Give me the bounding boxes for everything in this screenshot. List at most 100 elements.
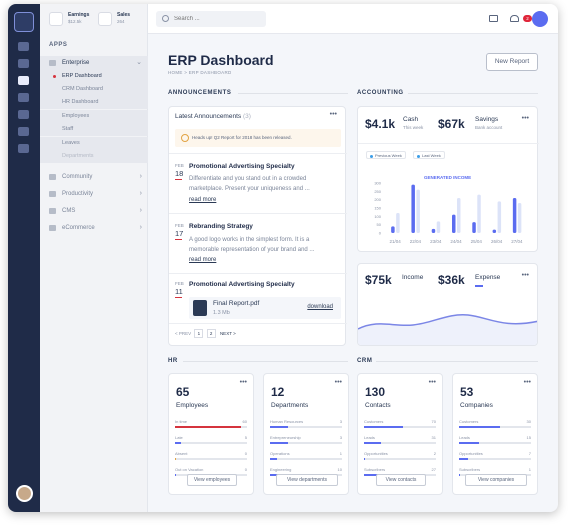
more-options-icon[interactable]: ••• [329, 111, 337, 118]
nav-item-crm-dashboard[interactable]: CRM Dashboard [40, 83, 148, 96]
announcements-title: Latest Announcements [175, 113, 242, 120]
bar-previous-week[interactable] [452, 214, 456, 233]
announcement-title[interactable]: Promotional Advertising Specialty [189, 281, 295, 288]
divider [169, 323, 347, 324]
new-report-button[interactable]: New Report [486, 53, 538, 71]
bar-previous-week[interactable] [431, 228, 436, 233]
divider [169, 273, 347, 274]
sales-value: 264 [117, 19, 125, 24]
apps-grid-icon[interactable] [18, 76, 29, 85]
nav-group-enterprise[interactable]: Enterprise ⌄ [40, 56, 148, 70]
savings-sub: Bank account [475, 125, 503, 130]
progress-track [459, 458, 531, 460]
income-area-chart [358, 314, 537, 345]
bar-previous-week[interactable] [411, 184, 415, 233]
nav-item-leaves[interactable]: Leaves [40, 137, 148, 150]
bar-last-week[interactable] [457, 198, 461, 233]
bar-previous-week[interactable] [492, 229, 497, 233]
legend-dot [417, 154, 420, 158]
community-icon [49, 174, 56, 180]
bar-last-week[interactable] [396, 213, 400, 233]
more-options-icon[interactable]: ••• [428, 379, 436, 386]
legend-previous-week[interactable]: Previous Week [366, 151, 406, 159]
row-value: 27 [431, 467, 436, 472]
y-tick-label: 0 [379, 231, 382, 236]
income-value: $75k [365, 273, 392, 287]
nav-group-ecommerce[interactable]: eCommerce › [40, 221, 148, 235]
row-value: 70 [431, 419, 436, 424]
more-options-icon[interactable]: ••• [334, 379, 342, 386]
view-button[interactable]: View contacts [376, 474, 426, 486]
row-label: Entrepreneurship [270, 435, 301, 440]
expense-label: Expense [475, 274, 501, 281]
more-options-icon[interactable]: ••• [239, 379, 247, 386]
more-options-icon[interactable]: ••• [521, 115, 529, 122]
progress-fill [364, 458, 366, 460]
savings-label: Savings [475, 116, 499, 123]
read-more-link[interactable]: read more [189, 197, 217, 203]
announcement-title[interactable]: Rebranding Strategy [189, 223, 253, 230]
row-value: 5 [244, 435, 247, 440]
bar-previous-week[interactable] [391, 226, 395, 233]
attachment: Final Report.pdf 1.3 Mb download [189, 297, 341, 319]
progress-track [364, 458, 436, 460]
earnings-value: $12.5k [68, 19, 82, 24]
download-link[interactable]: download [307, 304, 333, 310]
savings-value: $67k [438, 117, 465, 131]
crm-card: 130 Contacts ••• Customers 70 Leads 31 Opportun… [357, 373, 443, 495]
nav-item-employees[interactable]: Employees [40, 110, 148, 123]
layout-icon[interactable] [18, 144, 29, 153]
bar-previous-week[interactable] [472, 222, 476, 233]
more-options-icon[interactable]: ••• [521, 272, 529, 279]
search-icon [162, 15, 169, 22]
bar-last-week[interactable] [497, 201, 502, 233]
user-avatar[interactable] [16, 485, 33, 502]
divider [238, 93, 348, 94]
nav-group-community[interactable]: Community › [40, 170, 148, 184]
contacts-icon[interactable] [18, 93, 29, 102]
bar-last-week[interactable] [517, 203, 522, 233]
announcement-title[interactable]: Promotional Advertising Specialty [189, 163, 295, 170]
mail-icon[interactable] [489, 15, 498, 22]
progress-track [175, 442, 247, 444]
bar-last-week[interactable] [416, 189, 420, 233]
bar-last-week[interactable] [477, 194, 481, 233]
view-button[interactable]: View employees [187, 474, 237, 486]
network-icon[interactable] [18, 59, 29, 68]
page-2[interactable]: 2 [206, 329, 216, 338]
nav-group-label: Enterprise [62, 60, 90, 66]
y-tick-label: 100 [374, 214, 381, 219]
nav-item-departments[interactable]: Departments [40, 150, 148, 163]
card-label: Departments [271, 402, 309, 409]
cart-icon[interactable] [18, 127, 29, 136]
prev-page[interactable]: < PREV [175, 331, 192, 336]
page-title: ERP Dashboard [168, 52, 274, 68]
search-input[interactable] [174, 14, 262, 24]
view-button[interactable]: View departments [276, 474, 338, 486]
page-1[interactable]: 1 [194, 329, 204, 338]
next-page[interactable]: NEXT > [219, 331, 236, 336]
x-tick-label: 22/04 [410, 239, 422, 244]
bell-icon[interactable] [510, 15, 519, 22]
nav-group-productivity[interactable]: Productivity › [40, 187, 148, 201]
logo-icon[interactable] [14, 12, 34, 32]
nav-item-staff[interactable]: Staff [40, 123, 148, 136]
bar-last-week[interactable] [436, 221, 441, 233]
bar-previous-week[interactable] [512, 198, 517, 233]
view-button[interactable]: View companies [465, 474, 527, 486]
card-value: 130 [365, 385, 386, 399]
nav-item-label: Departments [62, 153, 94, 159]
account-avatar[interactable] [532, 11, 548, 27]
nav-item-hr-dashboard[interactable]: HR Dashboard [40, 96, 148, 109]
divider [169, 213, 347, 214]
read-more-link[interactable]: read more [189, 257, 217, 263]
legend-last-week[interactable]: Last Week [413, 151, 445, 159]
date-day: 11 [175, 287, 183, 296]
progress-track [364, 442, 436, 444]
more-options-icon[interactable]: ••• [523, 379, 531, 386]
globe-icon[interactable] [18, 42, 29, 51]
nav-group-cms[interactable]: CMS › [40, 204, 148, 218]
income-area [358, 314, 537, 345]
nav-item-erp-dashboard[interactable]: ERP Dashboard [40, 70, 148, 83]
chat-icon[interactable] [18, 110, 29, 119]
